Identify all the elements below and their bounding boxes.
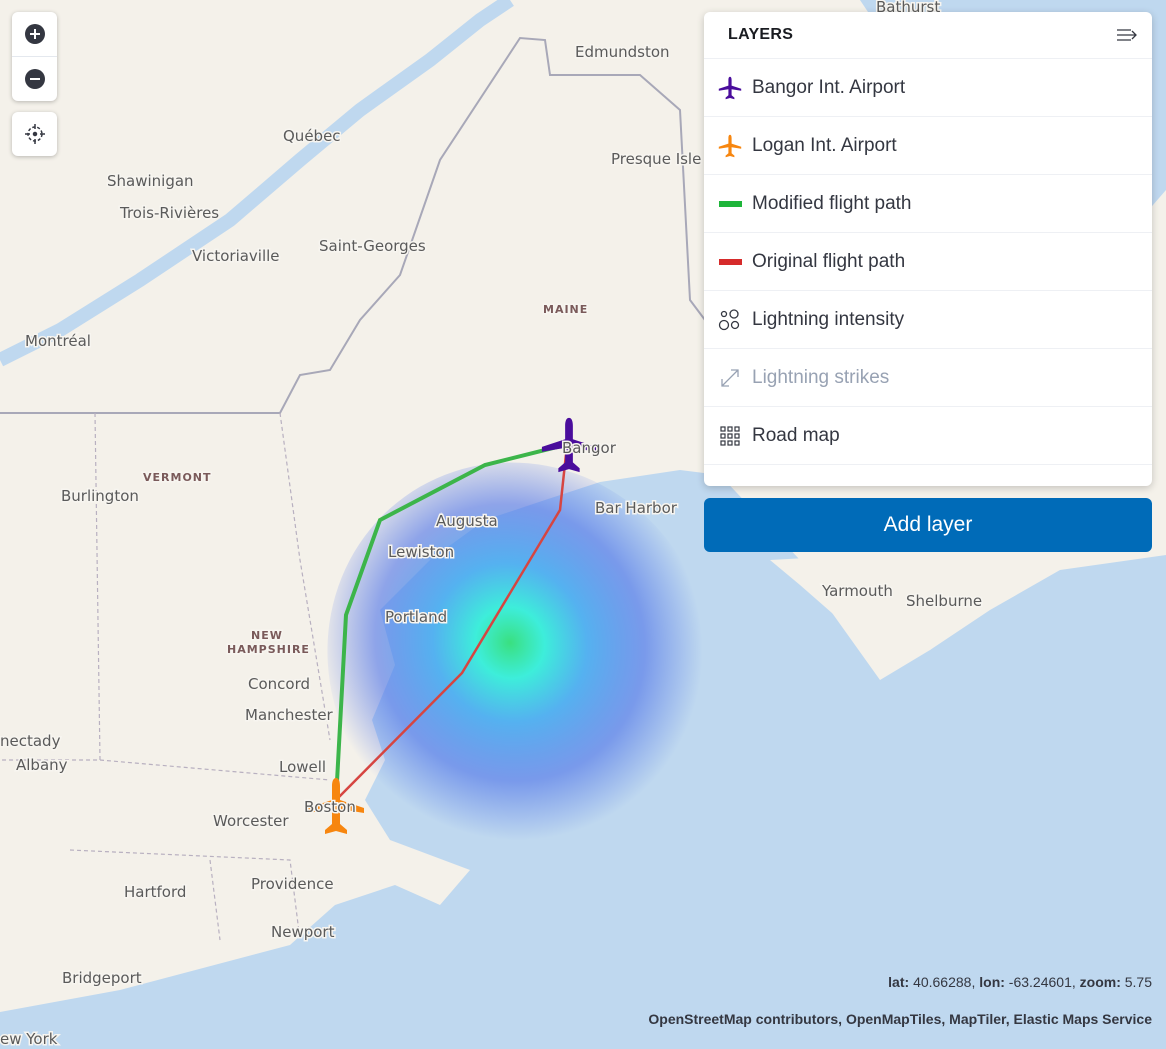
map-label-edmundston: Edmundston [575, 43, 670, 61]
map-label-ew-york: ew York [0, 1030, 58, 1048]
layer-label: Lightning strikes [752, 366, 890, 388]
map-label-presque-isle: Presque Isle [611, 150, 701, 168]
lon-label: lon: [979, 974, 1005, 990]
map-label-trois-rivi-res: Trois-Rivières [119, 204, 219, 222]
map-labels: Edmundston Québec Presque Isle Shawinigan Tr… [0, 0, 984, 1049]
map-label-saint-georges: Saint-Georges [319, 237, 426, 255]
st-lawrence-river [0, 0, 514, 367]
map-label-nectady: nectady [0, 732, 61, 750]
map-label-bridgeport: Bridgeport [62, 969, 142, 987]
layer-label: Road map [752, 424, 840, 446]
zoom-in-button[interactable] [12, 12, 57, 56]
layer-original-flight-path[interactable]: Original flight path [704, 233, 1152, 291]
layer-logan-airport[interactable]: Logan Int. Airport [704, 117, 1152, 175]
minus-icon [24, 69, 45, 89]
layer-label: Modified flight path [752, 192, 912, 214]
map-label-lewiston: Lewiston [388, 543, 454, 561]
layer-lightning-intensity[interactable]: Lightning intensity [704, 291, 1152, 349]
zoom-label: zoom: [1079, 974, 1121, 990]
original-flight-path [335, 444, 569, 801]
add-layer-button[interactable]: Add layer [704, 498, 1152, 552]
map-label-hampshire: HAMPSHIRE [227, 643, 310, 656]
map-label-albany: Albany [16, 756, 68, 774]
layer-bangor-airport[interactable]: Bangor Int. Airport [704, 59, 1152, 117]
map-label-manchester: Manchester [245, 706, 334, 724]
coordinates-readout: lat: 40.66288, lon: -63.24601, zoom: 5.7… [888, 974, 1152, 990]
grid-icon [720, 425, 740, 446]
lat-value: 40.66288 [913, 974, 972, 990]
map-label-worcester: Worcester [213, 812, 289, 830]
map-label-boston: Boston [304, 798, 356, 816]
map-label-vermont: VERMONT [143, 471, 212, 484]
line-icon [718, 200, 742, 207]
map-label-maine: MAINE [543, 303, 588, 316]
layer-label: Logan Int. Airport [752, 134, 897, 156]
map-label-victoriaville: Victoriaville [192, 247, 280, 265]
nova-scotia [770, 520, 1166, 665]
modified-flight-path [334, 443, 566, 801]
map-label-augusta: Augusta [436, 512, 498, 530]
layer-lightning-strikes[interactable]: Lightning strikes [704, 349, 1152, 407]
heatmap-circles-icon [718, 308, 740, 330]
layer-label: Bangor Int. Airport [752, 76, 906, 98]
plus-icon [24, 24, 45, 44]
lat-label: lat: [888, 974, 910, 990]
map-label-providence: Providence [251, 875, 334, 893]
map-label-bangor: Bangor [562, 439, 617, 457]
map-label-qu-bec: Québec [283, 127, 341, 145]
lightning-heatmap [327, 462, 713, 858]
airplane-icon [718, 134, 742, 157]
border-lines [0, 36, 706, 414]
map-label-hartford: Hartford [124, 883, 186, 901]
zoom-out-button[interactable] [12, 56, 57, 101]
zoom-controls [12, 12, 57, 101]
map-label-shawinigan: Shawinigan [107, 172, 194, 190]
map-label-shelburne: Shelburne [906, 592, 982, 610]
layers-panel: LAYERS Bangor Int. Airport Logan Int. Ai… [704, 12, 1152, 486]
zoom-value: 5.75 [1124, 974, 1152, 990]
attribution: OpenStreetMap contributors, OpenMapTiles… [648, 1011, 1152, 1027]
state-lines [0, 412, 331, 941]
crosshair-icon [24, 124, 45, 144]
locate-control [12, 112, 57, 156]
map-label-concord: Concord [248, 675, 310, 693]
locate-button[interactable] [12, 112, 57, 156]
map-label-bar-harbor: Bar Harbor [595, 499, 678, 517]
map-label-yarmouth: Yarmouth [821, 582, 893, 600]
collapse-right-icon[interactable] [1116, 27, 1138, 43]
layers-title: LAYERS [728, 26, 794, 43]
map-label-new: NEW [251, 629, 283, 642]
map-label-lowell: Lowell [279, 758, 326, 776]
layer-road-map[interactable]: Road map [704, 407, 1152, 465]
lon-value: -63.24601 [1008, 974, 1072, 990]
layer-label: Original flight path [752, 250, 906, 272]
map-label-portland: Portland [385, 608, 447, 626]
map-label-burlington: Burlington [61, 487, 139, 505]
layer-modified-flight-path[interactable]: Modified flight path [704, 175, 1152, 233]
map-label-montr-al: Montréal [25, 332, 91, 350]
map-label-newport: Newport [271, 923, 335, 941]
line-icon [718, 258, 742, 265]
resize-arrow-icon [721, 368, 739, 387]
layer-label: Lightning intensity [752, 308, 905, 330]
airplane-icon [718, 76, 742, 99]
